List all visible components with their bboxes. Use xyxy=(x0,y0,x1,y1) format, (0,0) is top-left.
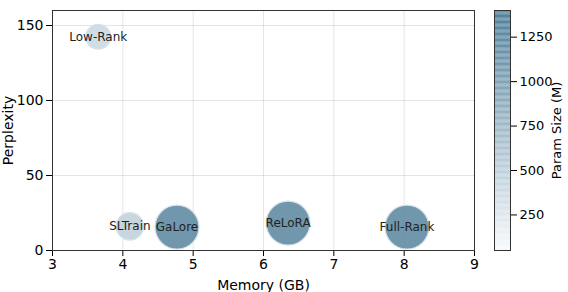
svg-text:5: 5 xyxy=(189,256,198,272)
svg-text:9: 9 xyxy=(470,256,479,272)
svg-text:6: 6 xyxy=(259,256,268,272)
svg-text:Low-Rank: Low-Rank xyxy=(69,30,127,44)
svg-text:50: 50 xyxy=(26,167,44,183)
svg-text:3: 3 xyxy=(48,256,57,272)
svg-text:GaLore: GaLore xyxy=(156,220,199,234)
svg-text:1250: 1250 xyxy=(520,29,553,44)
svg-text:SLTrain: SLTrain xyxy=(109,219,150,233)
svg-text:4: 4 xyxy=(118,256,127,272)
svg-text:0: 0 xyxy=(35,242,44,258)
svg-text:100: 100 xyxy=(17,92,44,108)
svg-text:Memory (GB): Memory (GB) xyxy=(217,277,310,292)
svg-text:7: 7 xyxy=(329,256,338,272)
svg-text:Perplexity: Perplexity xyxy=(0,96,16,165)
svg-text:Param Size (M): Param Size (M) xyxy=(549,82,564,180)
svg-text:8: 8 xyxy=(400,256,409,272)
svg-text:ReLoRA: ReLoRA xyxy=(266,216,312,230)
svg-text:500: 500 xyxy=(520,163,545,178)
svg-text:150: 150 xyxy=(17,17,44,33)
svg-text:Full-Rank: Full-Rank xyxy=(380,220,435,234)
svg-text:750: 750 xyxy=(520,118,545,133)
svg-text:250: 250 xyxy=(520,207,545,222)
svg-text:1000: 1000 xyxy=(519,73,553,89)
